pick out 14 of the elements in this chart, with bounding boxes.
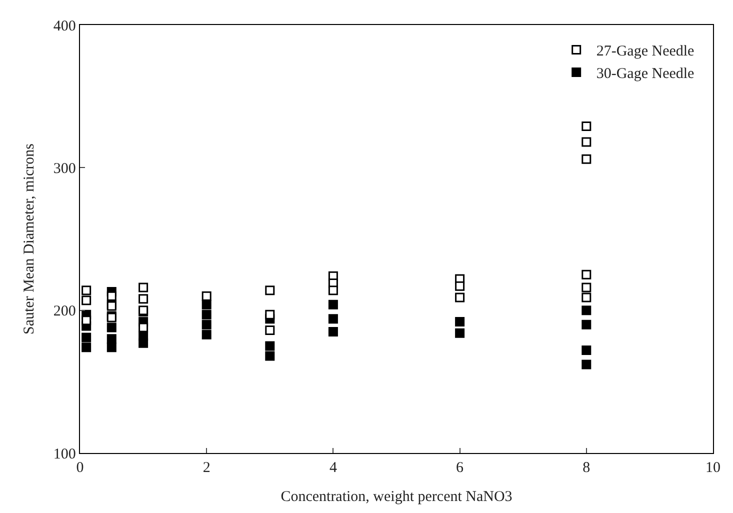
x-tick-label: 0 [76,460,84,476]
x-tick-label: 6 [456,460,464,476]
y-tick-label: 400 [53,18,76,34]
legend-label: 27-Gage Needle [596,44,695,60]
y-tick-label: 100 [53,446,76,462]
x-axis-title: Concentration, weight percent NaNO3 [280,489,512,506]
x-tick-label: 8 [582,460,590,476]
x-tick-label: 4 [329,460,338,476]
y-tick-label: 300 [53,160,76,177]
y-tick-label: 200 [53,304,76,320]
x-tick-label: 10 [706,460,720,476]
x-tick-label: 2 [202,460,210,476]
y-axis-title: Sauter Mean Diameter, microns [22,143,38,335]
legend-label: 30-Gage Needle [596,66,695,82]
